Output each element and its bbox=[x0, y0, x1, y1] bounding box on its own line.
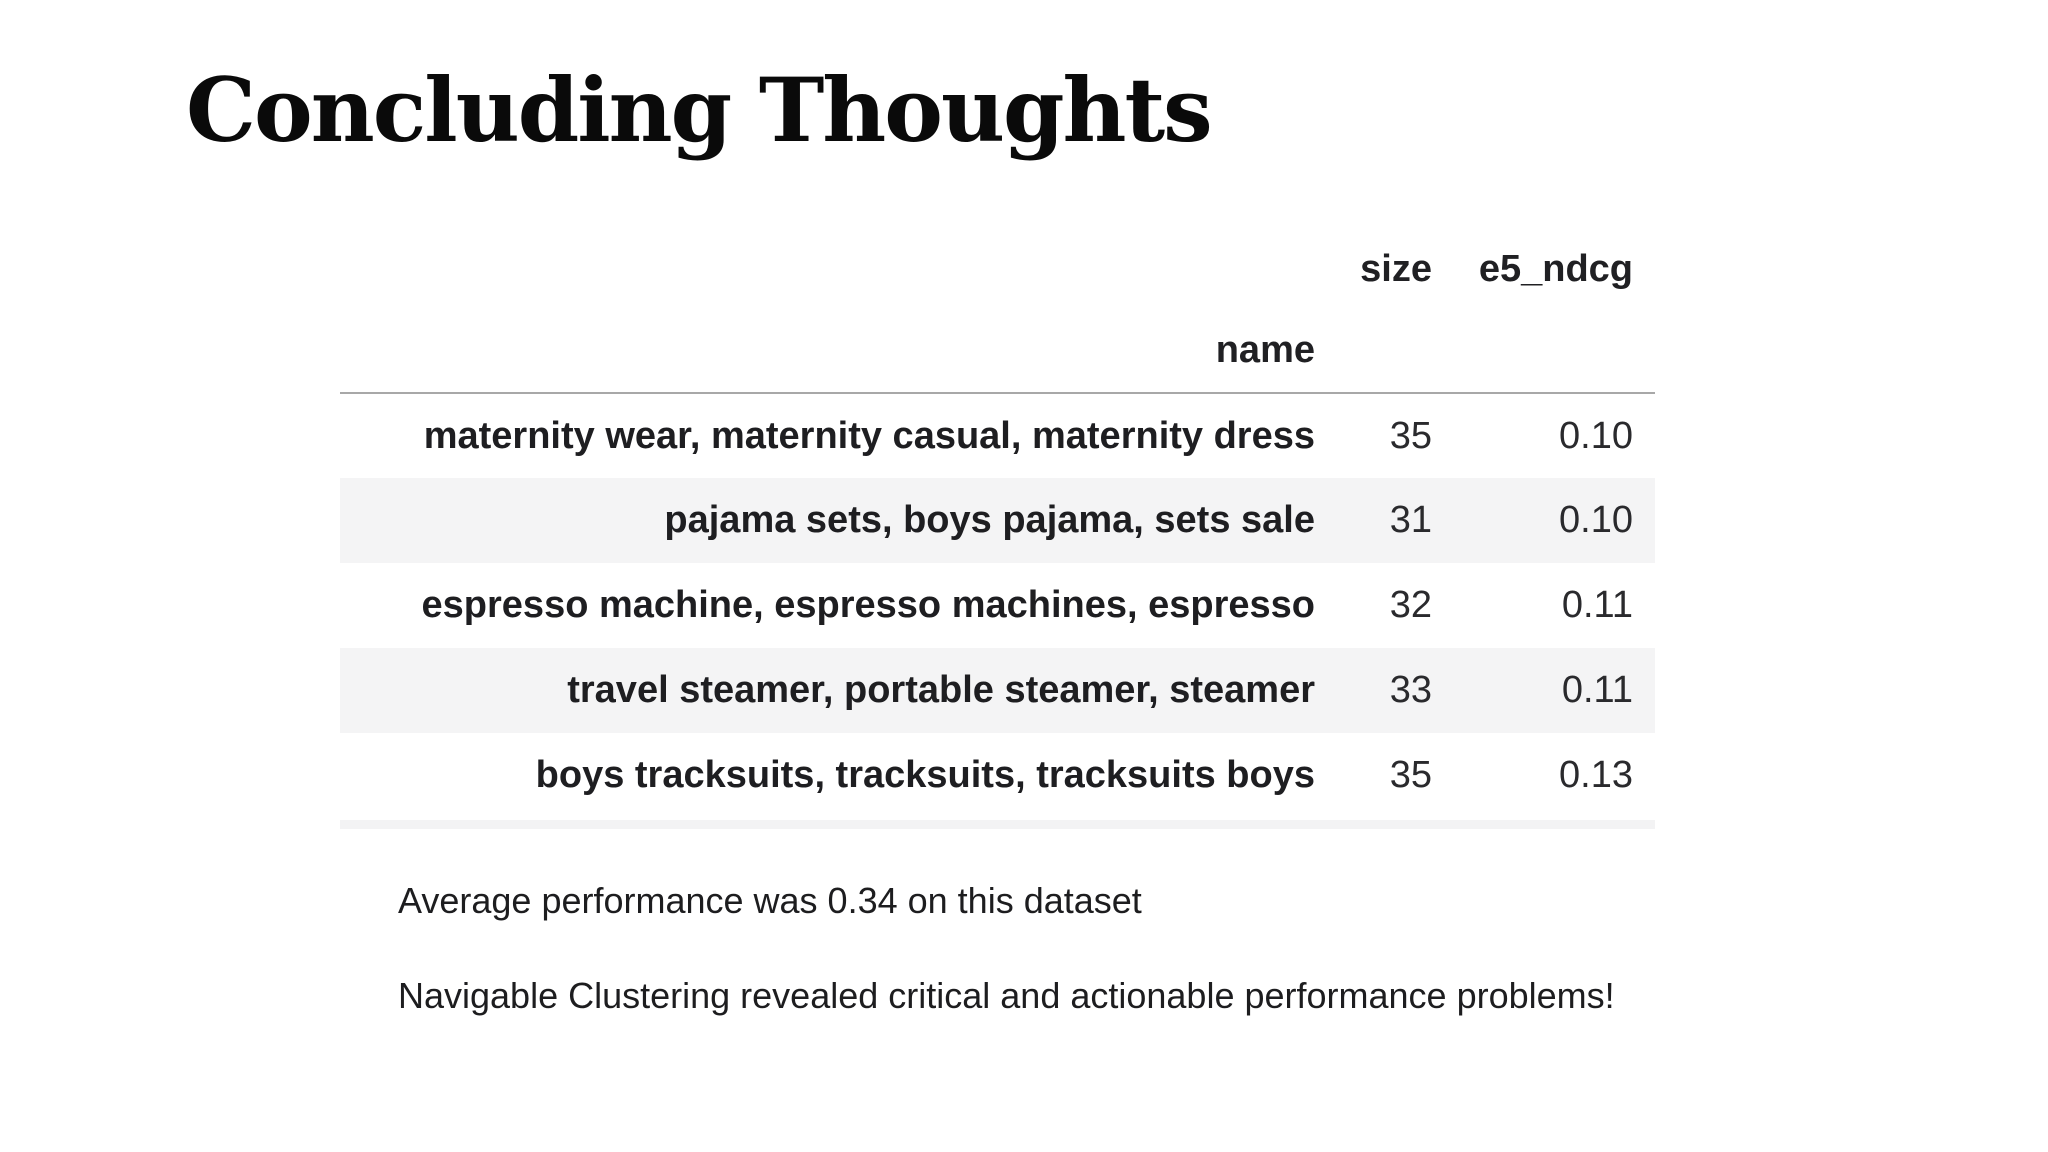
row-name-cell: travel steamer, portable steamer, steame… bbox=[567, 669, 1315, 711]
row-name-cell: boys tracksuits, tracksuits, tracksuits … bbox=[535, 754, 1315, 796]
row-size-cell: 35 bbox=[1389, 414, 1432, 457]
row-size-cell: 33 bbox=[1389, 669, 1432, 711]
row-size-cell: 32 bbox=[1389, 584, 1432, 626]
row-e5-ndcg-cell: 0.13 bbox=[1559, 754, 1633, 796]
page-title: Concluding Thoughts bbox=[186, 58, 1213, 162]
row-size-cell: 35 bbox=[1389, 754, 1432, 796]
column-header-size: size bbox=[1360, 247, 1432, 290]
row-name-cell: maternity wear, maternity casual, matern… bbox=[423, 414, 1315, 457]
row-e5-ndcg-cell: 0.10 bbox=[1559, 499, 1633, 541]
index-blank-cell-2 bbox=[1432, 308, 1655, 394]
row-e5-ndcg-cell: 0.11 bbox=[1561, 669, 1633, 711]
column-header-row: size e5_ndcg bbox=[340, 230, 1655, 308]
row-size-cell: 31 bbox=[1389, 499, 1432, 541]
results-table-body: maternity wear, maternity casual, matern… bbox=[340, 393, 1655, 818]
index-header-row: name bbox=[340, 308, 1655, 394]
index-header-name: name bbox=[340, 308, 1315, 394]
row-e5-ndcg-cell: 0.11 bbox=[1561, 584, 1633, 626]
table-bottom-border bbox=[340, 820, 1655, 829]
table-row: maternity wear, maternity casual, matern… bbox=[340, 393, 1655, 478]
row-e5-ndcg-cell: 0.10 bbox=[1559, 414, 1633, 457]
table-row: travel steamer, portable steamer, steame… bbox=[340, 648, 1655, 733]
results-table-header: size e5_ndcg name bbox=[340, 230, 1655, 394]
table-row: espresso machine, espresso machines, esp… bbox=[340, 563, 1655, 648]
row-name-cell: pajama sets, boys pajama, sets sale bbox=[664, 499, 1315, 541]
table-row: pajama sets, boys pajama, sets sale 31 0… bbox=[340, 478, 1655, 563]
results-table: size e5_ndcg name maternity wear, matern… bbox=[340, 230, 1655, 818]
row-name-cell: espresso machine, espresso machines, esp… bbox=[421, 584, 1315, 626]
note-clustering-insight: Navigable Clustering revealed critical a… bbox=[398, 975, 1615, 1016]
note-average-performance: Average performance was 0.34 on this dat… bbox=[398, 880, 1142, 921]
column-header-e5-ndcg: e5_ndcg bbox=[1478, 247, 1633, 290]
results-table-container: size e5_ndcg name maternity wear, matern… bbox=[340, 230, 1655, 818]
table-row: boys tracksuits, tracksuits, tracksuits … bbox=[340, 733, 1655, 818]
index-blank-cell-1 bbox=[1315, 308, 1432, 394]
corner-blank-cell bbox=[340, 230, 1315, 308]
